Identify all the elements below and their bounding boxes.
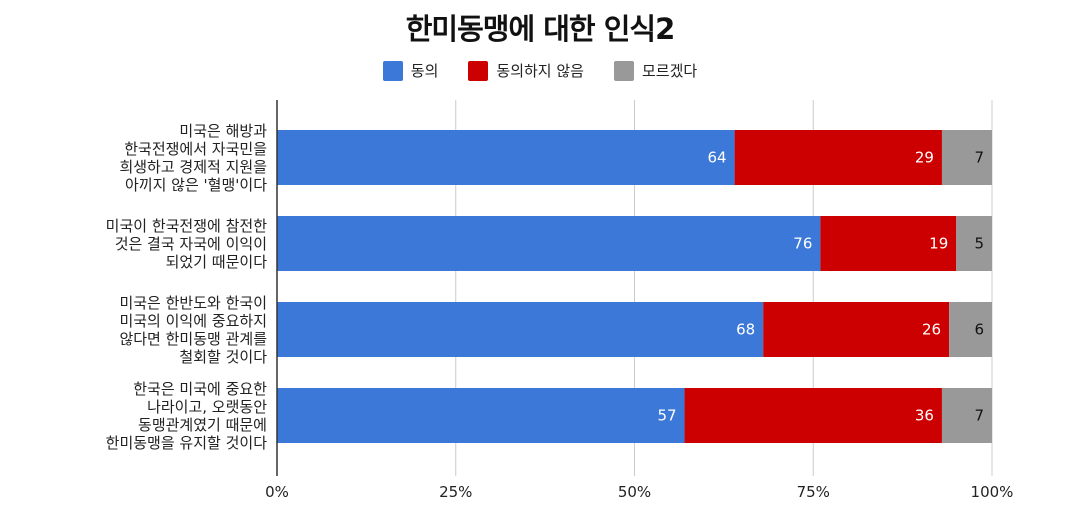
legend: 동의 동의하지 않음 모르겠다: [0, 60, 1080, 81]
data-label: 76: [793, 235, 812, 253]
bar-segment: [956, 216, 992, 271]
legend-item: 동의: [382, 60, 439, 81]
data-label: 36: [915, 407, 934, 425]
x-tick-label: 100%: [971, 483, 1014, 501]
bar-segment: [277, 130, 735, 185]
category-label: 미국이 한국전쟁에 참전한 것은 결국 자국에 이익이 되었기 때문이다: [105, 216, 267, 271]
bar-segment: [734, 130, 942, 185]
data-label: 64: [708, 149, 727, 167]
legend-swatch: [468, 60, 489, 81]
legend-swatch: [382, 60, 403, 81]
data-label: 29: [915, 149, 934, 167]
legend-item: 동의하지 않음: [468, 60, 584, 81]
data-label: 6: [974, 321, 984, 339]
data-label: 5: [974, 235, 984, 253]
data-label: 68: [736, 321, 755, 339]
data-label: 7: [974, 149, 984, 167]
bar-segment: [684, 388, 942, 443]
bar-segment: [277, 216, 821, 271]
bar-segment: [941, 388, 992, 443]
bar-segment: [820, 216, 957, 271]
bar-segment: [763, 302, 950, 357]
x-tick-label: 25%: [439, 483, 472, 501]
legend-swatch: [613, 60, 634, 81]
legend-item: 모르겠다: [613, 60, 698, 81]
x-tick-label: 0%: [265, 483, 289, 501]
legend-label: 모르겠다: [641, 62, 698, 80]
category-label: 미국은 해방과 한국전쟁에서 자국민을 희생하고 경제적 지원을 아끼지 않은 …: [119, 121, 267, 194]
x-tick-label: 75%: [797, 483, 830, 501]
legend-label: 동의하지 않음: [496, 62, 584, 80]
data-label: 26: [922, 321, 941, 339]
bar-segment: [277, 388, 685, 443]
bar-segment: [949, 302, 992, 357]
bar-segment: [277, 302, 764, 357]
data-label: 19: [929, 235, 948, 253]
chart-title: 한미동맹에 대한 인식2: [405, 12, 676, 46]
legend-label: 동의: [410, 62, 439, 80]
data-label: 7: [974, 407, 984, 425]
bar-segment: [941, 130, 992, 185]
x-tick-label: 50%: [618, 483, 651, 501]
category-label: 한국은 미국에 중요한 나라이고, 오랫동안 동맹관계였기 때문에 한미동맹을 …: [105, 379, 267, 452]
category-label: 미국은 한반도와 한국이 미국의 이익에 중요하지 않다면 한미동맹 관계를 철…: [119, 293, 267, 366]
data-label: 57: [657, 407, 676, 425]
